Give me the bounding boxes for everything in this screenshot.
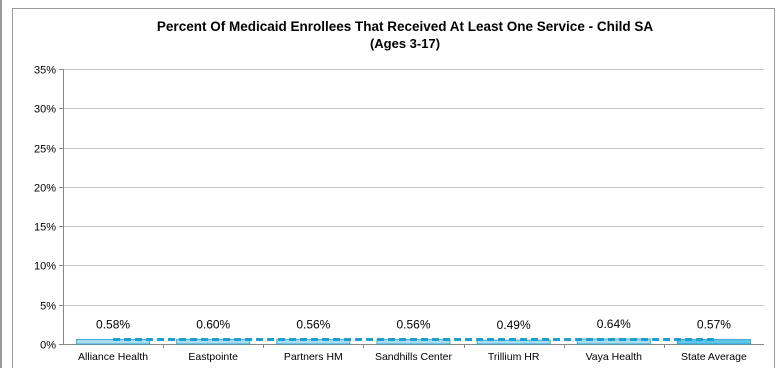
data-labels: 0.58% 0.60% 0.56% 0.56% 0.49% 0.64% 0.57% xyxy=(96,317,731,332)
chart-subtitle: (Ages 3-17) xyxy=(370,36,440,51)
data-label: 0.58% xyxy=(96,317,130,331)
y-tick-label: 30% xyxy=(34,104,56,116)
data-label: 0.56% xyxy=(296,318,330,332)
data-label: 0.64% xyxy=(597,317,631,331)
data-label: 0.57% xyxy=(697,318,731,332)
page-left-edge xyxy=(0,0,2,368)
bars xyxy=(76,338,751,345)
chart-border xyxy=(12,8,775,369)
data-label: 0.56% xyxy=(396,318,430,332)
y-tick-label: 10% xyxy=(34,261,56,273)
y-tick-label: 25% xyxy=(34,144,56,156)
gridlines xyxy=(63,69,764,306)
x-tick-label: State Average xyxy=(681,351,747,363)
x-tick-label: Trillium HR xyxy=(488,351,540,363)
y-axis-ticks: 0% 5% 10% 15% 20% 25% 30% 35% xyxy=(34,65,764,352)
y-tick-label: 20% xyxy=(34,183,56,195)
y-tick-label: 15% xyxy=(34,222,56,234)
x-axis-ticks: Alliance Health Eastpointe Partners HM Sand… xyxy=(78,344,747,363)
x-tick-label: Partners HM xyxy=(284,351,343,363)
data-label: 0.49% xyxy=(497,318,531,332)
y-tick-label: 5% xyxy=(40,301,56,313)
x-tick-label: Sandhills Center xyxy=(375,351,453,363)
x-tick-label: Alliance Health xyxy=(78,351,148,363)
y-tick-label: 0% xyxy=(40,340,56,352)
data-label: 0.60% xyxy=(196,317,230,331)
chart-title: Percent Of Medicaid Enrollees That Recei… xyxy=(157,19,653,34)
x-tick-label: Eastpointe xyxy=(188,351,238,363)
x-tick-label: Vaya Health xyxy=(586,351,643,363)
y-tick-label: 35% xyxy=(34,65,56,77)
